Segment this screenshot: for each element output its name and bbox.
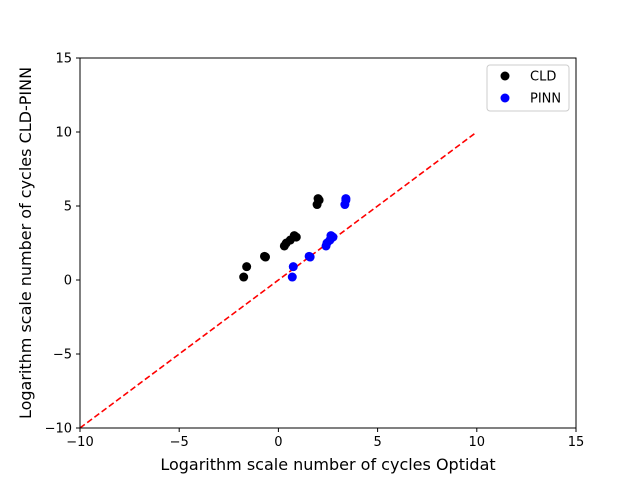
point-cld-11	[313, 194, 323, 204]
x-tick-label: 5	[373, 435, 381, 450]
x-tick-label: −10	[66, 435, 93, 450]
point-pinn-8	[328, 232, 338, 242]
legend-marker-cld	[500, 71, 510, 81]
y-tick-label: −10	[45, 422, 72, 437]
x-axis-title: Logarithm scale number of cycles Optidat	[160, 455, 495, 474]
x-axis: −10 −5 0 5 10 15	[66, 428, 584, 450]
plot-frame	[79, 57, 577, 429]
legend-marker-pinn	[500, 93, 510, 103]
point-pinn-1	[288, 262, 298, 272]
point-pinn-11	[341, 194, 351, 204]
point-cld-0	[239, 272, 249, 282]
legend-label-cld: CLD	[530, 70, 556, 85]
point-cld-1	[242, 262, 252, 272]
x-tick-label: 15	[568, 435, 585, 450]
point-cld-3	[261, 252, 271, 262]
x-tick-label: 0	[274, 435, 282, 450]
point-cld-8	[291, 232, 301, 242]
y-tick-label: −5	[53, 348, 72, 363]
points-layer	[239, 194, 351, 282]
y-tick-label: 15	[55, 52, 72, 67]
legend: CLD PINN	[486, 64, 570, 112]
point-pinn-0	[287, 272, 297, 282]
reference-line-layer	[79, 131, 478, 429]
y-axis-title: Logarithm scale number of cycles CLD-PIN…	[16, 67, 35, 419]
y-tick-label: 10	[55, 126, 72, 141]
x-tick-label: −5	[170, 435, 189, 450]
point-pinn-3	[305, 252, 315, 262]
y-axis: −10 −5 0 5 10 15	[45, 52, 80, 437]
legend-label-pinn: PINN	[530, 92, 561, 107]
x-tick-label: 10	[469, 435, 486, 450]
y-tick-label: 5	[64, 200, 72, 215]
y-tick-label: 0	[64, 274, 72, 289]
reference-line	[79, 131, 478, 429]
